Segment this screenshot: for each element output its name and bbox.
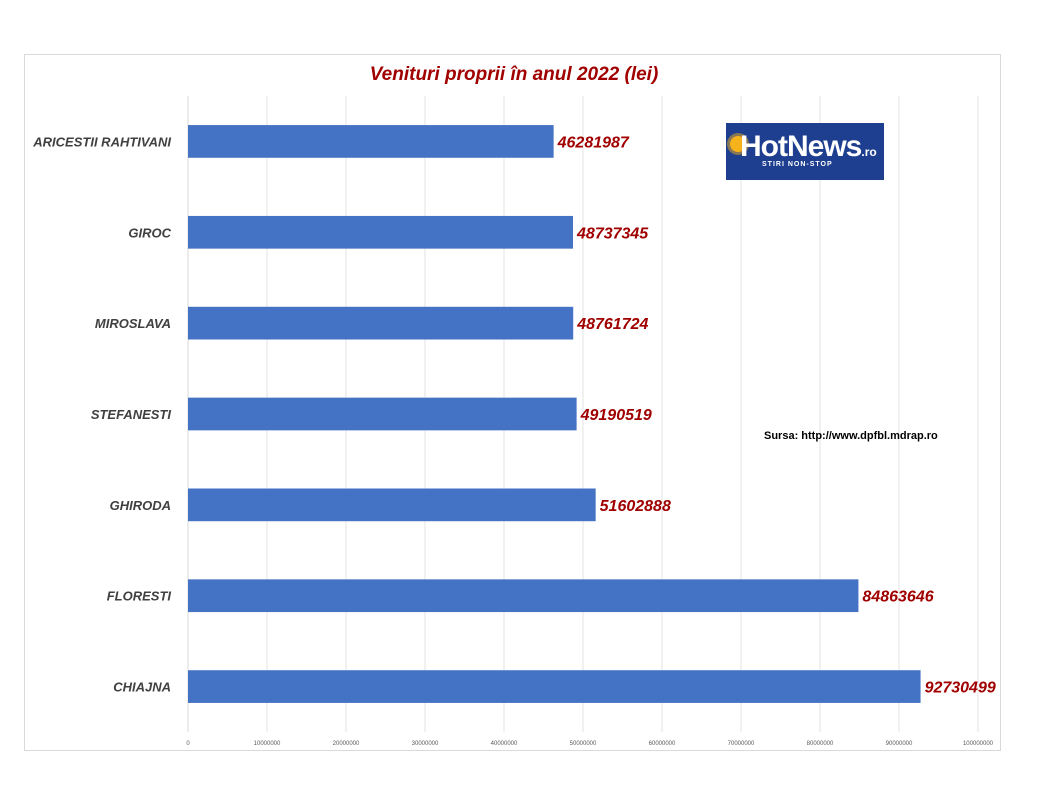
logo-tagline: STIRI NON-STOP xyxy=(762,161,833,168)
chart-title: Venituri proprii în anul 2022 (lei) xyxy=(369,64,659,85)
data-label: 51602888 xyxy=(600,498,671,515)
data-label: 48761724 xyxy=(576,316,648,333)
data-label: 48737345 xyxy=(576,225,649,242)
sun-icon xyxy=(730,136,746,152)
bar xyxy=(188,125,554,158)
category-label: MIROSLAVA xyxy=(95,316,171,331)
bar xyxy=(188,215,574,249)
category-label: GHIRODA xyxy=(110,498,171,513)
category-label: ARICESTII RAHTIVANI xyxy=(32,134,171,149)
hotnews-logo: HotNews.ro STIRI NON-STOP xyxy=(726,123,884,180)
bar xyxy=(188,397,577,431)
x-tick-label: 100000000 xyxy=(963,741,994,747)
x-tick-label: 30000000 xyxy=(412,741,439,747)
category-label: CHIAJNA xyxy=(113,680,171,695)
source-note: Sursa: http://www.dpfbl.mdrap.ro xyxy=(764,430,938,442)
category-label: GIROC xyxy=(128,225,171,240)
bar xyxy=(188,579,859,613)
x-tick-label: 60000000 xyxy=(649,741,676,747)
category-label: STEFANESTI xyxy=(91,407,172,422)
bar xyxy=(188,670,921,703)
x-tick-label: 70000000 xyxy=(728,741,755,747)
x-tick-label: 90000000 xyxy=(886,741,913,747)
data-label: 92730499 xyxy=(925,680,996,697)
data-label: 46281987 xyxy=(557,134,630,151)
bar xyxy=(188,306,574,340)
data-label: 49190519 xyxy=(580,407,652,424)
logo-brand: HotNews.ro xyxy=(740,130,877,163)
category-label: FLORESTI xyxy=(107,589,172,604)
data-label: 84863646 xyxy=(862,589,933,606)
x-tick-label: 50000000 xyxy=(570,741,597,747)
bar xyxy=(188,488,596,522)
x-tick-label: 10000000 xyxy=(254,741,281,747)
x-tick-label: 80000000 xyxy=(807,741,834,747)
x-tick-label: 0 xyxy=(186,741,190,747)
x-tick-label: 20000000 xyxy=(333,741,360,747)
x-tick-label: 40000000 xyxy=(491,741,518,747)
